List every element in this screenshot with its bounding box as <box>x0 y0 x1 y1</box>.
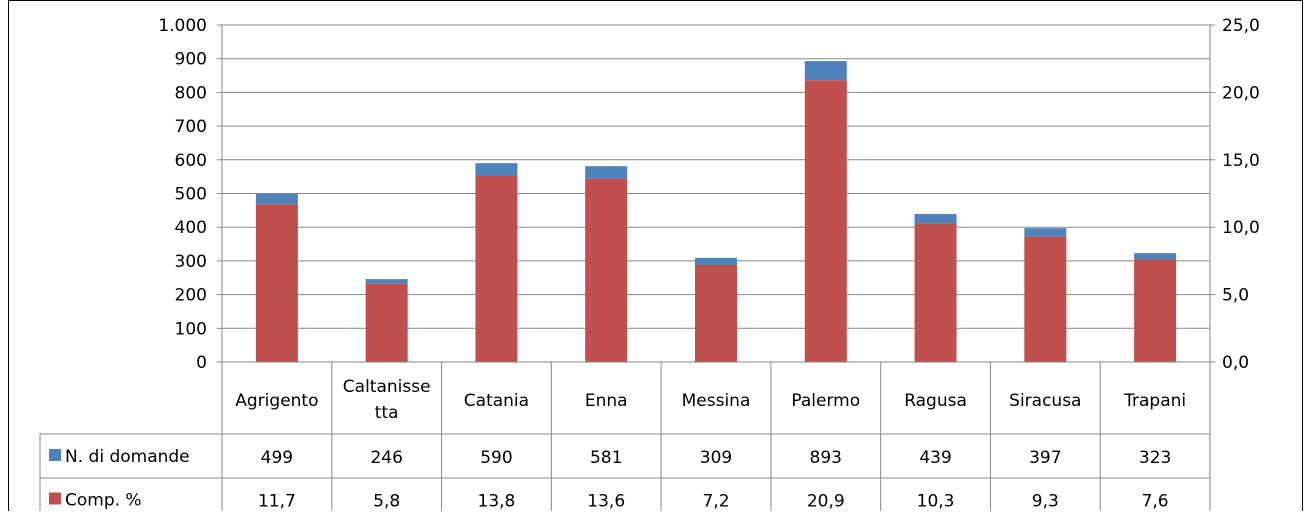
bar-comp-pct <box>475 175 518 362</box>
y2-tick-label: 5,0 <box>1222 286 1249 306</box>
bar-n-domande <box>1024 228 1067 237</box>
category-label: Caltanisse <box>343 377 431 397</box>
bar-n-domande <box>914 214 957 224</box>
bar-n-domande <box>255 193 298 205</box>
y2-tick-label: 15,0 <box>1222 151 1260 171</box>
data-table-value: 11,7 <box>258 492 296 512</box>
data-table-value: 20,9 <box>807 492 845 512</box>
data-table-value: 499 <box>261 448 293 468</box>
y-tick-label: 0 <box>196 353 207 373</box>
y-tick-label: 700 <box>175 117 207 137</box>
category-label: Ragusa <box>904 391 967 411</box>
category-label: tta <box>375 403 399 423</box>
bar-comp-pct <box>1024 236 1067 362</box>
bar-comp-pct <box>695 264 737 362</box>
y-tick-label: 200 <box>175 286 207 306</box>
bar-comp-pct <box>585 178 628 362</box>
y-tick-label: 900 <box>175 50 207 70</box>
legend-label: Comp. % <box>65 491 142 511</box>
legend-swatch <box>49 492 61 505</box>
category-label: Messina <box>682 391 751 411</box>
data-table-value: 13,8 <box>478 492 516 512</box>
y2-tick-label: 0,0 <box>1222 353 1249 373</box>
data-table-value: 7,2 <box>702 492 729 512</box>
y-tick-label: 500 <box>175 185 207 205</box>
category-label: Trapani <box>1123 391 1186 411</box>
data-table-value: 7,6 <box>1142 492 1169 512</box>
bar-comp-pct <box>365 283 408 362</box>
data-table-value: 581 <box>590 448 622 468</box>
bar-n-domande <box>804 61 847 81</box>
bar-n-domande <box>585 166 628 179</box>
y-tick-label: 800 <box>175 83 207 103</box>
data-table-value: 9,3 <box>1032 492 1059 512</box>
bar-comp-pct <box>255 204 298 362</box>
y-tick-label: 400 <box>175 218 207 238</box>
data-table-value: 397 <box>1029 448 1061 468</box>
data-table-value: 5,8 <box>373 492 400 512</box>
category-label: Agrigento <box>235 391 318 411</box>
bar-n-domande <box>1134 253 1177 260</box>
data-table-value: 10,3 <box>917 492 955 512</box>
bar-n-domande <box>695 257 737 265</box>
data-table-value: 309 <box>700 448 732 468</box>
bar-comp-pct <box>804 80 847 362</box>
legend-label: N. di domande <box>65 447 190 467</box>
category-label: Palermo <box>791 391 860 411</box>
data-table-value: 590 <box>480 448 512 468</box>
y-tick-label: 600 <box>175 151 207 171</box>
chart-frame <box>8 0 1303 515</box>
y2-tick-label: 25,0 <box>1222 16 1260 36</box>
y-tick-label: 1.000 <box>158 16 207 36</box>
legend-swatch <box>49 449 61 461</box>
bar-comp-pct <box>1134 259 1177 362</box>
bar-n-domande <box>365 279 408 284</box>
y-tick-label: 300 <box>175 252 207 272</box>
y2-tick-label: 20,0 <box>1222 83 1260 103</box>
data-table-value: 439 <box>919 448 951 468</box>
category-label: Enna <box>585 391 628 411</box>
category-label: Catania <box>464 391 529 411</box>
bar-comp-pct <box>914 223 957 362</box>
category-label: Siracusa <box>1009 391 1081 411</box>
bar-n-domande <box>475 163 518 176</box>
data-table-value: 893 <box>810 448 842 468</box>
data-table-value: 246 <box>370 448 402 468</box>
data-table-value: 323 <box>1139 448 1171 468</box>
data-table-value: 13,6 <box>587 492 625 512</box>
y-tick-label: 100 <box>175 319 207 339</box>
y2-tick-label: 10,0 <box>1222 218 1260 238</box>
